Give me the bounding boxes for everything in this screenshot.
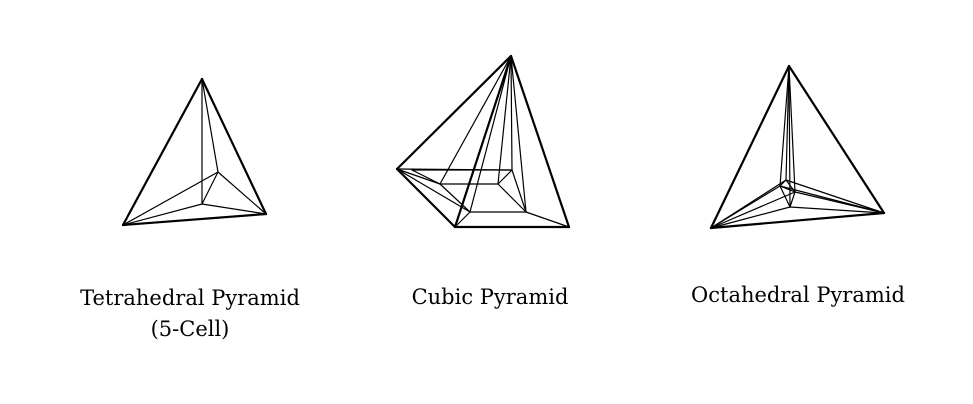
octahedral-pyramid-caption: Octahedral Pyramid	[648, 280, 948, 311]
tetrahedral-inner-edges	[122, 78, 267, 226]
octahedral-pyramid-drawing	[709, 64, 886, 230]
cubic-outer-edges	[395, 54, 571, 229]
cubic-pyramid-caption: Cubic Pyramid	[340, 282, 640, 313]
octahedral-caption-line-1: Octahedral Pyramid	[691, 283, 905, 307]
tetrahedral-caption-line-1: Tetrahedral Pyramid	[80, 286, 300, 310]
octahedral-inner-edges	[710, 65, 885, 229]
tetrahedral-caption-line-2: (5-Cell)	[150, 317, 230, 341]
tetrahedral-pyramid-caption: Tetrahedral Pyramid (5-Cell)	[40, 283, 340, 345]
tetrahedral-pyramid-drawing	[121, 77, 268, 227]
cubic-inner-edges	[396, 55, 570, 228]
tetrahedral-outer-edges	[121, 77, 268, 227]
cubic-pyramid-drawing	[395, 54, 571, 229]
octahedral-outer-edges	[709, 64, 886, 230]
cubic-caption-line-1: Cubic Pyramid	[411, 285, 569, 309]
